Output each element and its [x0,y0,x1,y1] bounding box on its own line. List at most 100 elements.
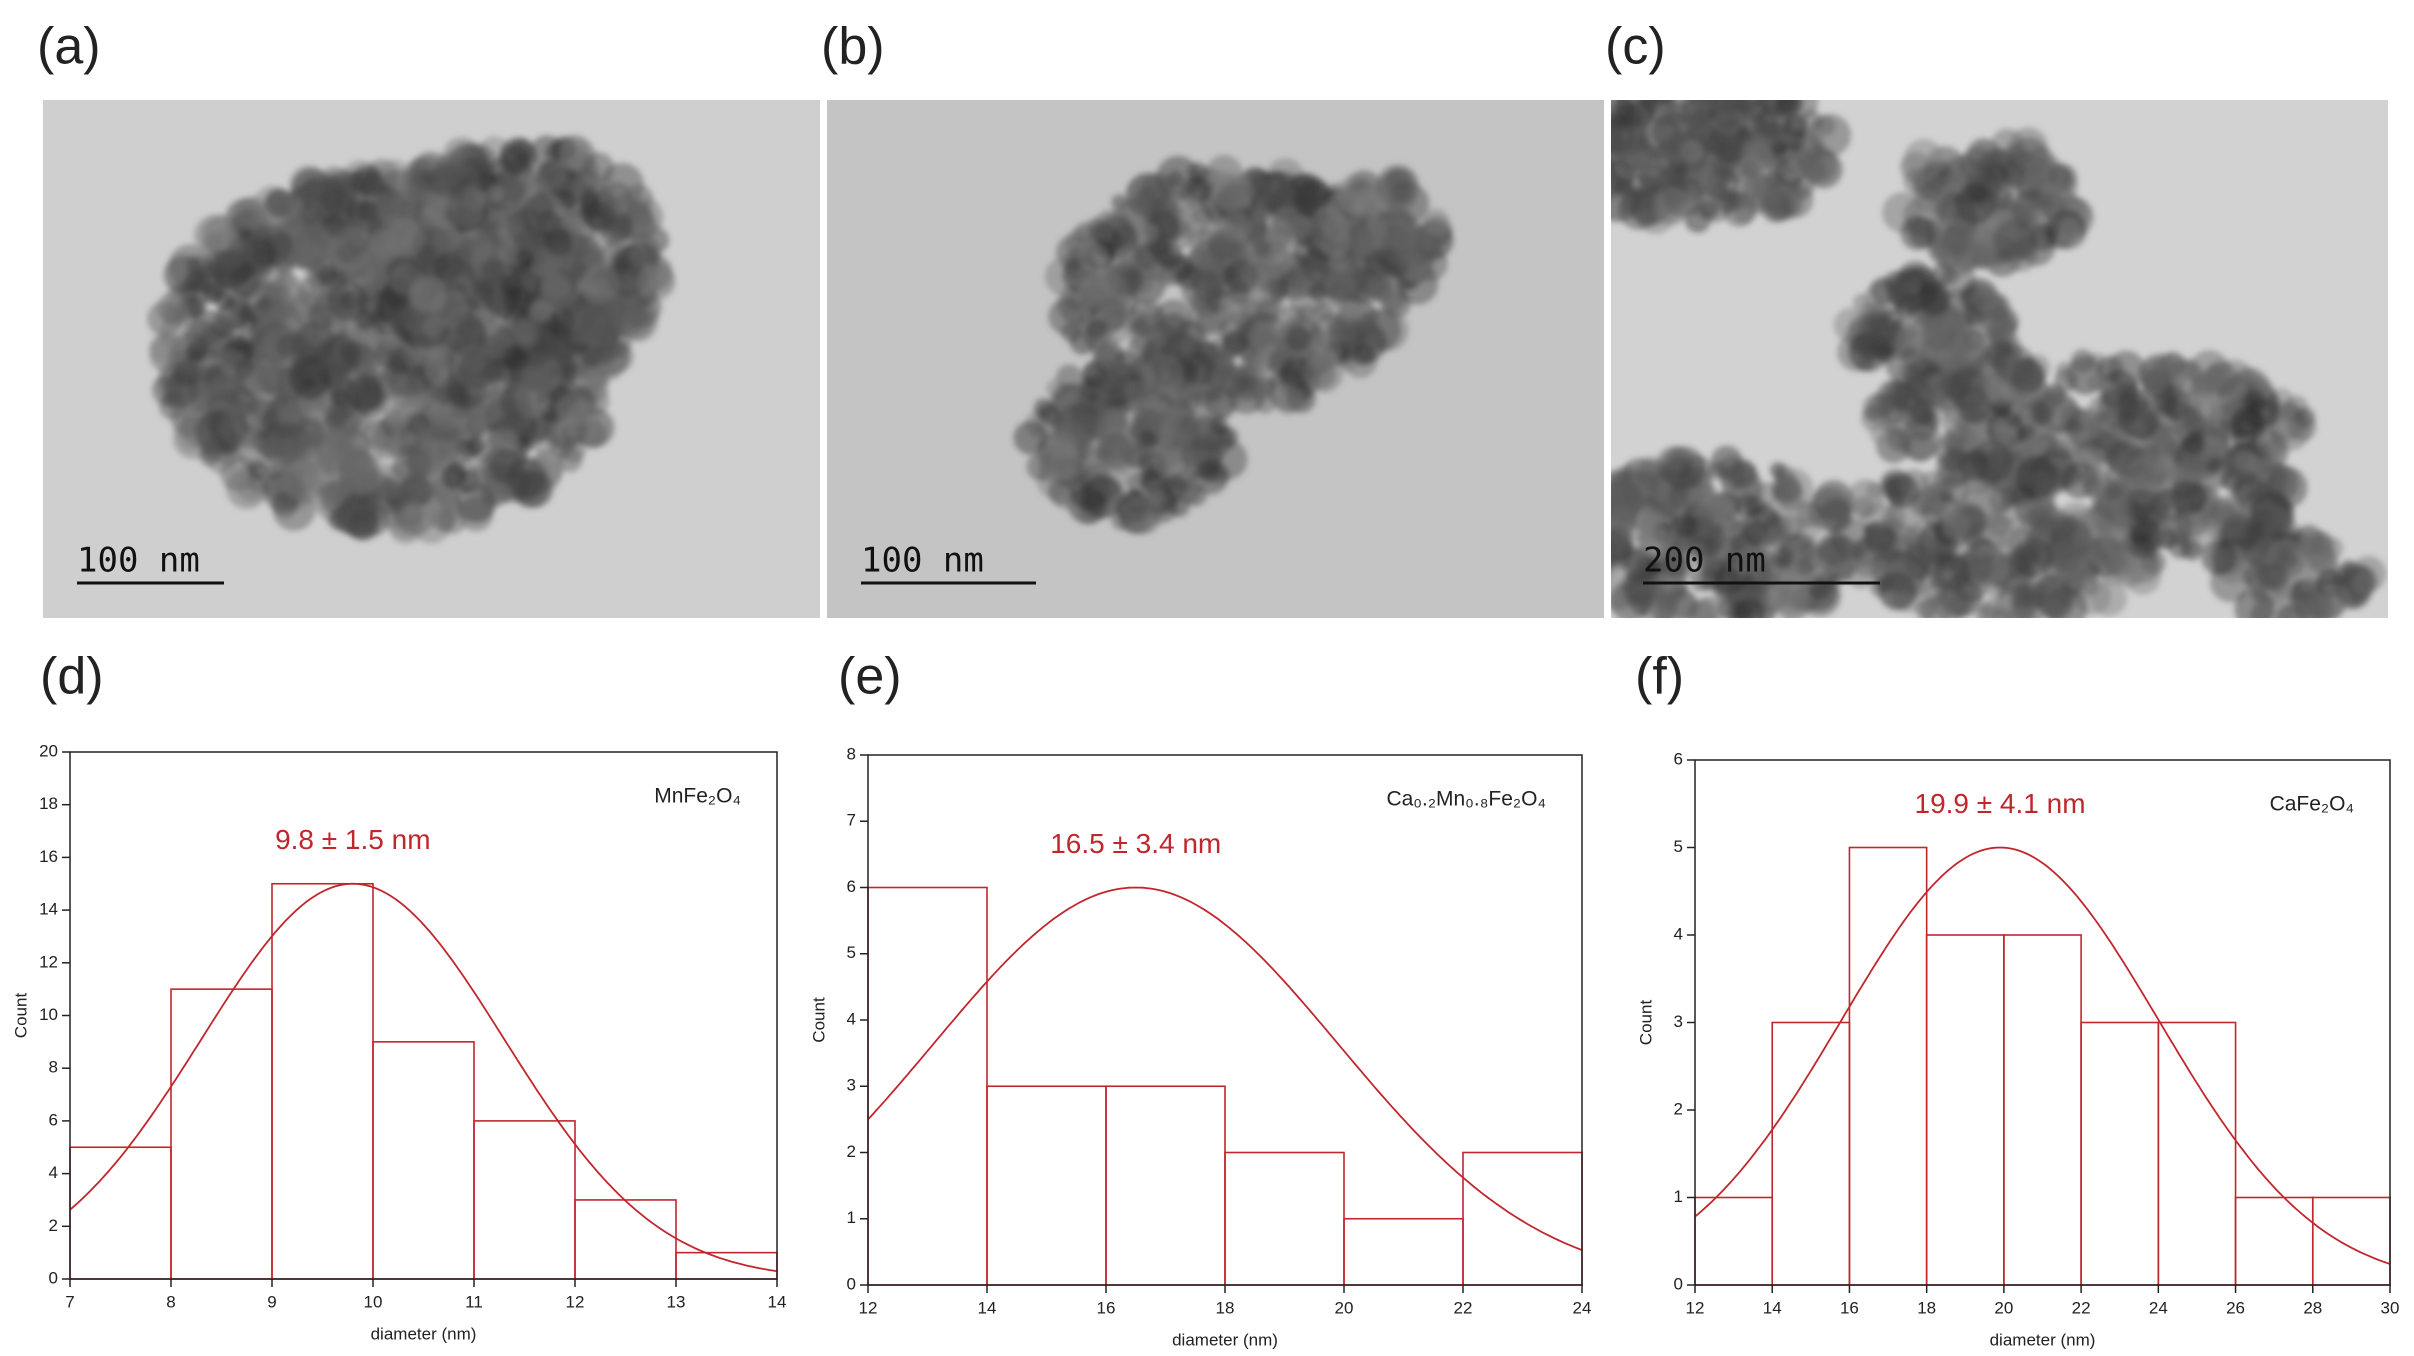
y-tick-label: 2 [49,1216,58,1235]
x-tick-label: 10 [364,1292,383,1311]
particle [208,373,251,415]
x-tick-label: 26 [2226,1298,2245,1317]
particle-cluster [1013,155,1454,535]
y-tick-label: 4 [847,1009,856,1028]
particle [447,247,472,272]
bar [574,1199,677,1280]
particle [266,231,294,259]
scale-bar-label: 200 nm [1643,541,1766,581]
particle [1714,100,1749,113]
particle [351,165,382,196]
particle [1942,511,1971,540]
particle [1940,223,1972,255]
x-tick-label: 14 [768,1292,787,1311]
particle [1728,75,1753,100]
particle [2246,454,2265,473]
particle [1663,138,1690,165]
particle [1229,244,1249,264]
particle [432,227,457,253]
particle [1181,274,1217,309]
particle [2045,586,2088,618]
particle [234,359,254,380]
particle [247,460,268,480]
particle [2351,570,2377,596]
particle [637,262,676,301]
particle [1618,188,1660,230]
particle [1970,440,2014,484]
particle [1279,355,1314,390]
bar [1925,934,2005,1286]
y-tick-label: 4 [1674,924,1683,943]
particle [1086,217,1104,236]
x-tick-label: 18 [1917,1298,1936,1317]
particle [1757,105,1792,140]
y-tick-label: 14 [39,900,58,919]
scale-bar-label: 100 nm [77,541,200,581]
y-axis-label: Count [809,997,828,1043]
legend-label: CaFe₂O₄ [2270,793,2354,816]
fit-curve [867,886,1583,1251]
x-tick-label: 16 [1097,1298,1116,1317]
y-tick-label: 16 [39,847,58,866]
particle [1421,208,1450,236]
particle [256,363,275,383]
particle [336,495,378,538]
particle [455,318,475,339]
particle [2170,461,2191,482]
particle [264,188,295,218]
particle [1796,149,1828,180]
fit-curve [1694,846,2391,1265]
particle [521,364,551,393]
x-tick-label: 22 [1454,1298,1473,1317]
particle [1273,384,1304,415]
particle [193,214,237,258]
particle [1896,324,1922,350]
y-tick-label: 0 [1674,1274,1683,1293]
y-tick-label: 0 [847,1274,856,1293]
bar [1462,1151,1583,1286]
particle [1077,307,1095,326]
bar [2080,1021,2160,1286]
particle [429,404,449,424]
scale-bar-label: 100 nm [861,541,984,581]
x-axis-label: diameter (nm) [1990,1330,2096,1349]
particle [1699,199,1719,220]
particle [1156,268,1176,288]
particle [1013,420,1048,455]
y-tick-label: 0 [49,1268,58,1287]
bar [372,1041,475,1280]
particle [2299,529,2335,565]
bar [986,1085,1107,1286]
particle [2015,455,2059,499]
y-tick-label: 7 [847,811,856,830]
particle [293,180,337,224]
particle [2206,457,2224,475]
y-tick-label: 10 [39,1005,58,1024]
particle [201,326,235,360]
x-tick-label: 28 [2303,1298,2322,1317]
fit-annotation: 9.8 ± 1.5 nm [275,824,430,855]
y-tick-label: 5 [1674,837,1683,856]
particle [503,286,536,318]
particle [1714,120,1738,143]
particle [1270,206,1310,246]
particle-cluster [1611,75,2387,618]
particle [1307,282,1328,302]
particle [1652,186,1692,226]
particle [1353,344,1376,367]
particle [415,482,433,501]
particle [2037,433,2059,454]
particle [1884,473,1920,509]
particle [328,214,352,238]
particle [1773,546,1794,568]
particle-cluster [147,135,676,544]
particle [1621,547,1658,583]
particle [1243,253,1281,292]
particle [147,301,183,337]
particle [244,395,266,416]
particle [390,507,421,539]
particle [1327,268,1344,285]
particle [199,366,216,384]
particle [2170,478,2207,516]
particle [2048,541,2086,580]
